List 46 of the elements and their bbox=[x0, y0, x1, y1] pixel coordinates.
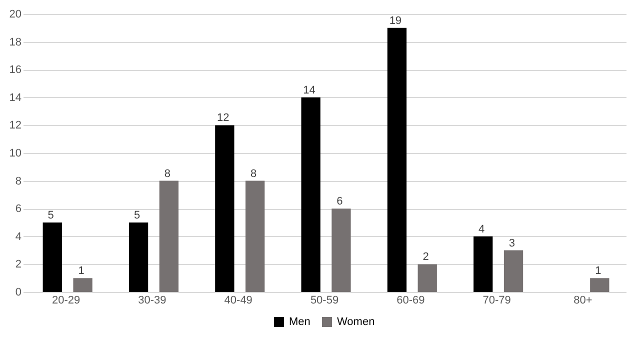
data-label: 12 bbox=[217, 112, 230, 124]
bar bbox=[42, 222, 62, 292]
x-tick-label: 30-39 bbox=[138, 294, 166, 306]
data-label: 1 bbox=[595, 265, 602, 278]
data-label: 2 bbox=[422, 251, 429, 264]
y-tick-label: 8 bbox=[15, 175, 22, 188]
y-tick-label: 10 bbox=[9, 148, 22, 160]
x-tick-label: 20-29 bbox=[52, 294, 80, 306]
bar bbox=[474, 236, 493, 292]
x-tick-label: 60-69 bbox=[396, 294, 425, 306]
legend-label: Men bbox=[289, 316, 310, 328]
data-label: 19 bbox=[389, 14, 402, 27]
x-tick-label: 40-49 bbox=[224, 294, 252, 306]
data-label: 8 bbox=[250, 168, 257, 180]
y-tick-label: 12 bbox=[9, 120, 22, 132]
bar bbox=[159, 180, 179, 292]
y-tick-label: 14 bbox=[9, 92, 22, 104]
bar bbox=[128, 222, 148, 292]
bar bbox=[504, 250, 524, 292]
y-tick-label: 16 bbox=[9, 64, 22, 76]
data-label: 14 bbox=[303, 84, 316, 96]
bar bbox=[215, 125, 234, 292]
y-tick-label: 20 bbox=[9, 8, 22, 20]
bar bbox=[590, 278, 610, 292]
x-tick-label: 70-79 bbox=[482, 294, 511, 306]
y-tick-label: 4 bbox=[15, 230, 22, 243]
bar bbox=[418, 264, 437, 292]
y-tick-label: 0 bbox=[15, 286, 22, 298]
data-label: 6 bbox=[336, 196, 343, 208]
y-tick-label: 2 bbox=[15, 258, 22, 271]
x-tick-label: 80+ bbox=[574, 294, 592, 306]
bar bbox=[73, 278, 92, 292]
legend-label: Women bbox=[337, 316, 375, 328]
data-label: 5 bbox=[48, 210, 54, 222]
data-label: 3 bbox=[508, 237, 516, 250]
bar bbox=[246, 180, 265, 292]
data-label: 5 bbox=[134, 210, 140, 222]
y-tick-label: 18 bbox=[9, 36, 22, 48]
bar bbox=[387, 28, 407, 292]
data-label: 1 bbox=[78, 265, 84, 278]
x-tick-label: 50-59 bbox=[310, 294, 339, 306]
y-tick-label: 6 bbox=[15, 203, 22, 216]
bar bbox=[301, 97, 320, 292]
bar bbox=[332, 208, 351, 292]
data-label: 4 bbox=[478, 223, 485, 236]
data-label: 8 bbox=[164, 168, 170, 180]
